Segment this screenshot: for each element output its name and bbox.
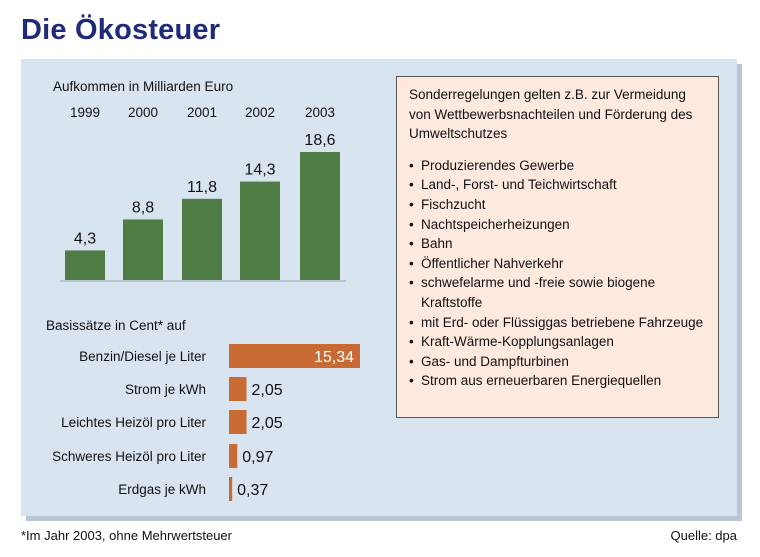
rate-value-label: 15,34	[314, 349, 354, 366]
rate-bar	[229, 444, 238, 468]
rate-bar	[229, 410, 247, 434]
revenue-bar	[182, 198, 222, 280]
rate-value-label: 2,05	[252, 382, 283, 399]
special-rules-item: Produzierendes Gewerbe	[409, 156, 708, 176]
source-credit: Quelle: dpa	[670, 528, 738, 543]
revenue-chart-title: Aufkommen in Milliarden Euro	[53, 79, 233, 94]
year-tick-label: 1999	[70, 105, 100, 120]
special-rules-item: mit Erd- oder Flüssiggas betriebene Fahr…	[409, 313, 708, 333]
special-rules-item: Strom aus erneuerbaren Energiequellen	[409, 371, 708, 391]
revenue-value-label: 4,3	[74, 230, 96, 247]
special-rules-intro: Sonderregelungen gelten z.B. zur Vermeid…	[409, 87, 693, 142]
revenue-value-label: 18,6	[304, 132, 335, 149]
special-rules-item: Land-, Forst- und Teichwirtschaft	[409, 175, 708, 195]
rate-bar	[229, 344, 360, 368]
rate-value-label: 0,37	[237, 482, 268, 499]
page-title: Die Ökosteuer	[21, 14, 221, 46]
special-rules-item: Fischzucht	[409, 195, 708, 215]
special-rules-box: Sonderregelungen gelten z.B. zur Vermeid…	[396, 76, 719, 418]
rate-value-label: 0,97	[242, 449, 273, 466]
revenue-bar	[65, 250, 105, 280]
fuel-category-label: Leichtes Heizöl pro Liter	[61, 415, 206, 430]
fuel-category-label: Schweres Heizöl pro Liter	[52, 449, 206, 464]
year-tick-label: 2001	[187, 105, 217, 120]
revenue-baseline	[60, 280, 346, 282]
revenue-value-label: 11,8	[187, 179, 217, 196]
year-tick-label: 2002	[245, 105, 275, 120]
revenue-value-label: 14,3	[244, 162, 275, 179]
year-tick-label: 2003	[305, 105, 335, 120]
revenue-bar	[240, 181, 280, 280]
revenue-value-label: 8,8	[132, 199, 154, 216]
rate-value-label: 2,05	[252, 415, 283, 432]
revenue-bar	[300, 152, 340, 280]
year-tick-label: 2000	[128, 105, 158, 120]
fuel-category-label: Strom je kWh	[125, 382, 206, 397]
revenue-bar	[123, 219, 163, 280]
fuel-category-label: Benzin/Diesel je Liter	[79, 349, 206, 364]
rates-chart-title: Basissätze in Cent* auf	[46, 318, 186, 333]
special-rules-item: Gas- und Dampfturbinen	[409, 352, 708, 372]
rate-bar	[229, 477, 233, 501]
footnote: *Im Jahr 2003, ohne Mehrwertsteuer	[21, 528, 232, 543]
special-rules-list: Produzierendes GewerbeLand-, Forst- und …	[409, 156, 708, 391]
fuel-category-label: Erdgas je kWh	[118, 482, 206, 497]
special-rules-item: Öffentlicher Nahverkehr	[409, 254, 708, 274]
rate-bar	[229, 377, 247, 401]
special-rules-item: Kraft-Wärme-Kopplungsanlagen	[409, 332, 708, 352]
special-rules-item: schwefelarme und -freie sowie biogene Kr…	[409, 273, 708, 312]
special-rules-item: Nachtspeicherheizungen	[409, 215, 708, 235]
special-rules-item: Bahn	[409, 234, 708, 254]
